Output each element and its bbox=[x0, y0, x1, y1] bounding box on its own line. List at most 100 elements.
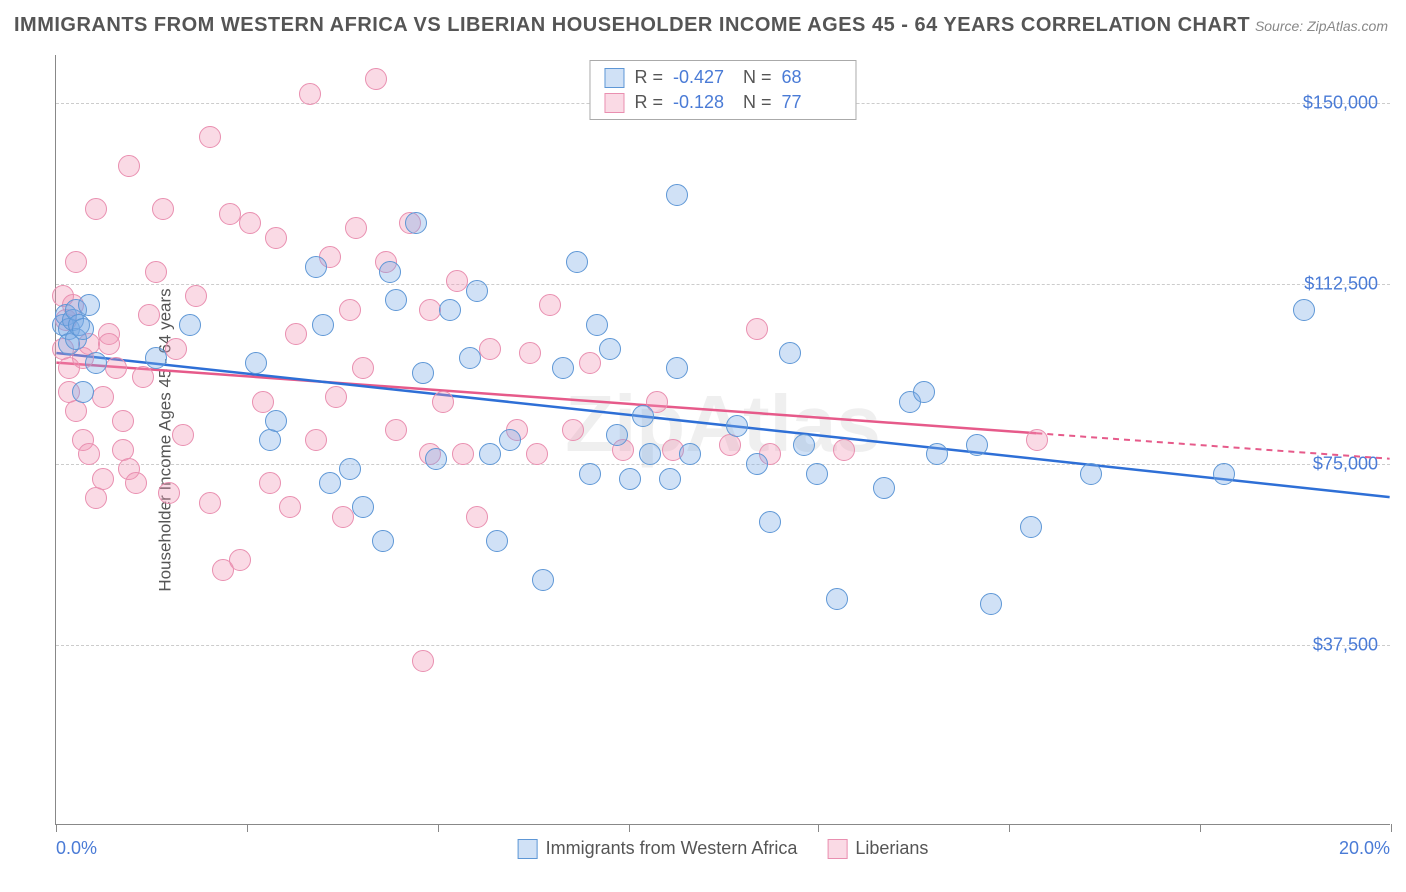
data-point-series-b bbox=[145, 261, 167, 283]
data-point-series-a bbox=[1293, 299, 1315, 321]
data-point-series-a bbox=[659, 468, 681, 490]
data-point-series-b bbox=[172, 424, 194, 446]
data-point-series-a bbox=[806, 463, 828, 485]
data-point-series-a bbox=[312, 314, 334, 336]
data-point-series-a bbox=[793, 434, 815, 456]
data-point-series-b bbox=[165, 338, 187, 360]
data-point-series-a bbox=[980, 593, 1002, 615]
data-point-series-b bbox=[259, 472, 281, 494]
x-tick bbox=[818, 824, 819, 832]
data-point-series-b bbox=[339, 299, 361, 321]
data-point-series-a bbox=[265, 410, 287, 432]
n-label: N = bbox=[743, 67, 772, 88]
data-point-series-b bbox=[265, 227, 287, 249]
data-point-series-a bbox=[486, 530, 508, 552]
data-point-series-b bbox=[519, 342, 541, 364]
data-point-series-b bbox=[219, 203, 241, 225]
data-point-series-a bbox=[439, 299, 461, 321]
data-point-series-a bbox=[759, 511, 781, 533]
x-tick bbox=[1200, 824, 1201, 832]
data-point-series-b bbox=[325, 386, 347, 408]
data-point-series-b bbox=[305, 429, 327, 451]
x-axis-max-label: 20.0% bbox=[1339, 838, 1390, 859]
data-point-series-b bbox=[252, 391, 274, 413]
data-point-series-a bbox=[779, 342, 801, 364]
data-point-series-a bbox=[72, 381, 94, 403]
series-b-name: Liberians bbox=[855, 838, 928, 859]
data-point-series-b bbox=[118, 155, 140, 177]
swatch-series-b bbox=[827, 839, 847, 859]
data-point-series-a bbox=[599, 338, 621, 360]
trendline-series-b bbox=[56, 363, 1036, 434]
data-point-series-a bbox=[352, 496, 374, 518]
gridline bbox=[56, 645, 1390, 646]
x-tick bbox=[1391, 824, 1392, 832]
data-point-series-b bbox=[185, 285, 207, 307]
data-point-series-b bbox=[719, 434, 741, 456]
data-point-series-a bbox=[606, 424, 628, 446]
chart-title: IMMIGRANTS FROM WESTERN AFRICA VS LIBERI… bbox=[14, 14, 1250, 37]
data-point-series-a bbox=[372, 530, 394, 552]
data-point-series-a bbox=[499, 429, 521, 451]
data-point-series-a bbox=[1080, 463, 1102, 485]
data-point-series-b bbox=[158, 482, 180, 504]
data-point-series-a bbox=[926, 443, 948, 465]
data-point-series-b bbox=[833, 439, 855, 461]
data-point-series-b bbox=[452, 443, 474, 465]
r-value-a: -0.427 bbox=[673, 67, 733, 88]
data-point-series-a bbox=[1020, 516, 1042, 538]
data-point-series-b bbox=[562, 419, 584, 441]
y-tick-label: $37,500 bbox=[1313, 634, 1378, 655]
data-point-series-b bbox=[299, 83, 321, 105]
data-point-series-a bbox=[532, 569, 554, 591]
r-label: R = bbox=[634, 92, 663, 113]
data-point-series-a bbox=[459, 347, 481, 369]
data-point-series-a bbox=[72, 318, 94, 340]
data-point-series-b bbox=[279, 496, 301, 518]
data-point-series-b bbox=[479, 338, 501, 360]
data-point-series-b bbox=[132, 366, 154, 388]
data-point-series-a bbox=[679, 443, 701, 465]
data-point-series-a bbox=[579, 463, 601, 485]
data-point-series-b bbox=[419, 299, 441, 321]
n-value-a: 68 bbox=[782, 67, 842, 88]
data-point-series-b bbox=[345, 217, 367, 239]
data-point-series-a bbox=[385, 289, 407, 311]
data-point-series-a bbox=[586, 314, 608, 336]
data-point-series-a bbox=[379, 261, 401, 283]
y-tick-label: $150,000 bbox=[1303, 93, 1378, 114]
n-label: N = bbox=[743, 92, 772, 113]
data-point-series-b bbox=[125, 472, 147, 494]
data-point-series-a bbox=[639, 443, 661, 465]
data-point-series-b bbox=[65, 400, 87, 422]
data-point-series-b bbox=[285, 323, 307, 345]
data-point-series-a bbox=[78, 294, 100, 316]
legend-row-series-b: R = -0.128 N = 77 bbox=[604, 90, 841, 115]
legend-item-a: Immigrants from Western Africa bbox=[518, 838, 798, 859]
data-point-series-b bbox=[199, 126, 221, 148]
r-label: R = bbox=[634, 67, 663, 88]
data-point-series-b bbox=[432, 391, 454, 413]
data-point-series-b bbox=[152, 198, 174, 220]
data-point-series-b bbox=[526, 443, 548, 465]
data-point-series-b bbox=[746, 318, 768, 340]
data-point-series-a bbox=[412, 362, 434, 384]
y-tick-label: $112,500 bbox=[1304, 273, 1378, 294]
data-point-series-b bbox=[365, 68, 387, 90]
swatch-series-a bbox=[518, 839, 538, 859]
data-point-series-b bbox=[85, 198, 107, 220]
data-point-series-a bbox=[826, 588, 848, 610]
data-point-series-b bbox=[138, 304, 160, 326]
data-point-series-b bbox=[229, 549, 251, 571]
data-point-series-b bbox=[1026, 429, 1048, 451]
data-point-series-a bbox=[466, 280, 488, 302]
y-tick-label: $75,000 bbox=[1313, 454, 1378, 475]
data-point-series-a bbox=[245, 352, 267, 374]
data-point-series-a bbox=[873, 477, 895, 499]
data-point-series-a bbox=[966, 434, 988, 456]
data-point-series-b bbox=[385, 419, 407, 441]
plot-area: Householder Income Ages 45 - 64 years Zi… bbox=[55, 55, 1390, 825]
data-point-series-a bbox=[479, 443, 501, 465]
data-point-series-b bbox=[85, 487, 107, 509]
data-point-series-b bbox=[446, 270, 468, 292]
